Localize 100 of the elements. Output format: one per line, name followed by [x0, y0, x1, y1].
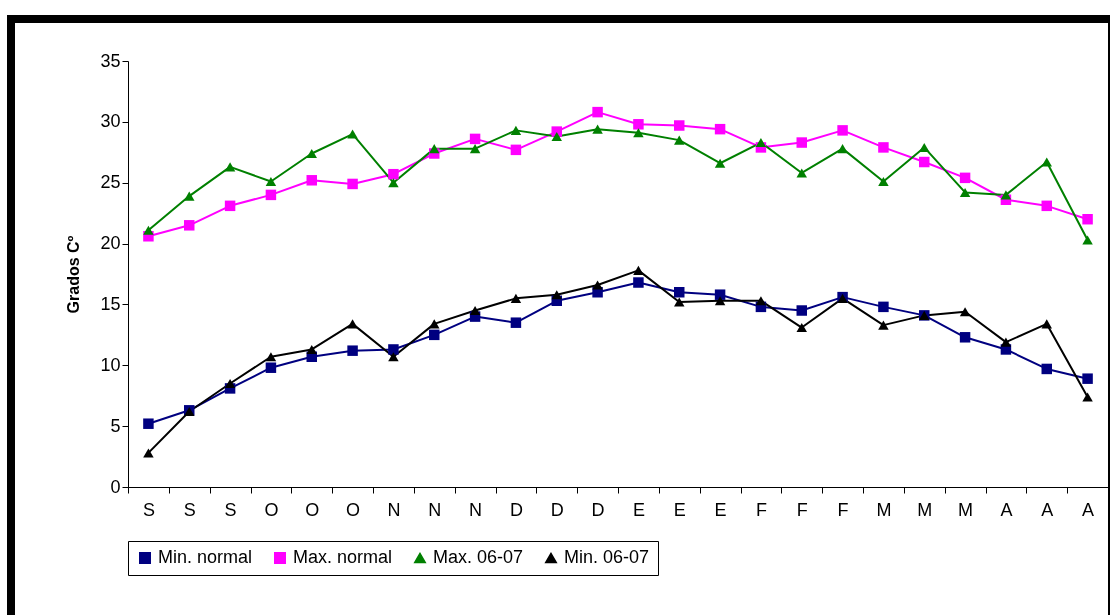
point — [592, 280, 603, 290]
y-tick-label: 30 — [100, 111, 121, 132]
point — [878, 142, 889, 153]
x-tick-label: M — [958, 499, 974, 520]
point — [714, 123, 726, 135]
x-tick-label: D — [591, 499, 605, 520]
point — [551, 290, 562, 300]
y-tick-label: 15 — [100, 293, 121, 314]
point — [388, 344, 399, 355]
x-tick-label: M — [876, 499, 892, 520]
legend-label: Max. 06-07 — [433, 547, 524, 567]
x-tick-label: N — [469, 499, 483, 520]
point — [184, 220, 195, 231]
point — [469, 305, 481, 316]
point — [510, 317, 522, 328]
point — [674, 135, 685, 145]
point — [919, 142, 930, 152]
legend-label: Min. 06-07 — [564, 547, 650, 567]
point — [837, 125, 848, 136]
point — [755, 138, 767, 148]
x-tick-label: F — [755, 499, 767, 520]
point — [592, 106, 603, 118]
y-tick-label: 5 — [110, 415, 121, 436]
point — [469, 144, 481, 154]
point — [959, 307, 971, 317]
point — [796, 137, 807, 148]
x-tick-label: O — [264, 499, 279, 520]
point — [1082, 392, 1093, 402]
point — [919, 156, 930, 168]
x-tick-label: A — [1041, 499, 1054, 520]
x-tick-label: E — [714, 499, 727, 520]
point — [1041, 157, 1052, 167]
point — [633, 119, 644, 130]
point — [1082, 235, 1093, 245]
x-tick-label: N — [387, 499, 401, 520]
point — [265, 352, 277, 362]
x-tick-label: O — [305, 499, 320, 520]
point — [306, 148, 317, 159]
point — [674, 287, 685, 298]
point — [1041, 363, 1052, 375]
point — [1000, 337, 1012, 347]
point — [633, 128, 644, 138]
point — [143, 418, 154, 429]
y-tick-label: 25 — [100, 172, 121, 193]
x-tick-label: E — [673, 499, 686, 520]
x-tick-label: D — [509, 499, 523, 520]
point — [224, 379, 236, 389]
point — [674, 297, 685, 307]
point — [184, 191, 195, 201]
point — [265, 176, 277, 187]
point — [674, 120, 685, 131]
x-tick-label: F — [837, 499, 849, 520]
point — [429, 329, 440, 341]
y-tick-label: 35 — [100, 50, 121, 71]
point — [878, 301, 889, 313]
y-tick-label: 10 — [100, 354, 121, 375]
x-tick-label: M — [917, 499, 933, 520]
point — [306, 344, 317, 354]
point — [143, 225, 154, 235]
point — [388, 168, 399, 180]
point — [388, 352, 399, 362]
y-axis-title: Grados Cº — [65, 235, 83, 314]
point — [796, 305, 807, 316]
point — [143, 448, 154, 458]
x-tick-label: A — [1000, 499, 1013, 520]
x-tick-label: S — [224, 499, 237, 520]
point — [510, 293, 522, 303]
point — [959, 187, 971, 197]
point — [347, 319, 358, 329]
point — [429, 144, 440, 154]
point — [592, 124, 603, 134]
x-tick-label: A — [1082, 499, 1095, 520]
point — [878, 320, 889, 330]
point — [469, 133, 481, 145]
point — [388, 178, 399, 188]
point — [510, 144, 522, 156]
point — [1041, 200, 1052, 212]
x-tick-label: N — [428, 499, 442, 520]
point — [714, 289, 726, 300]
point — [347, 178, 358, 190]
x-tick-label: S — [142, 499, 155, 520]
point — [224, 200, 236, 212]
legend-label: Max. normal — [293, 547, 393, 567]
point — [347, 129, 358, 139]
point — [1082, 373, 1093, 384]
x-tick-label: O — [346, 499, 361, 520]
point — [714, 158, 726, 168]
x-tick-label: S — [183, 499, 196, 520]
y-tick-label: 20 — [100, 233, 121, 254]
point — [347, 345, 358, 356]
point — [265, 362, 277, 373]
point — [1082, 213, 1093, 225]
point — [959, 172, 971, 184]
point — [224, 162, 236, 172]
point — [714, 296, 726, 306]
point — [633, 277, 644, 288]
x-tick-label: E — [632, 499, 645, 520]
x-tick-label: F — [796, 499, 808, 520]
point — [837, 144, 848, 154]
point — [959, 332, 971, 343]
